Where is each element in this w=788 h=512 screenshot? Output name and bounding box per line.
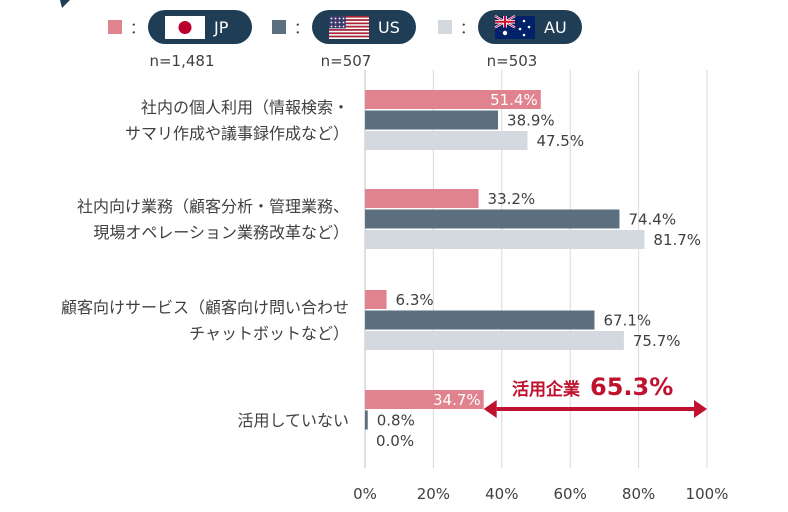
category-label: 顧客向けサービス（顧客向け問い合わせ: [61, 298, 349, 317]
legend-swatch: [108, 20, 122, 34]
category-label: 社内の個人利用（情報検索・: [141, 98, 349, 117]
legend-colon: ：: [460, 19, 475, 37]
data-label: 0.8%: [377, 412, 415, 430]
bars: 51.4% 33.2% 6.3% 34.7% 38.9% 74.4% 67.1% 0.8% 47…: [365, 90, 701, 450]
annotation-arrow-head-right: [694, 400, 707, 418]
data-label: 6.3%: [396, 291, 434, 309]
tick-label: 20%: [417, 485, 450, 503]
australia-flag-icon: [494, 15, 535, 39]
legend-sample-size: n=503: [487, 52, 538, 70]
legend-sample-size: n=507: [321, 52, 372, 70]
data-label: 67.1%: [603, 312, 651, 330]
bar-jp: [365, 189, 479, 208]
tick-label: 60%: [554, 485, 587, 503]
bar-au: [365, 131, 528, 150]
category-label: サマリ作成や議事録作成など）: [125, 124, 349, 143]
legend-swatch: [272, 20, 286, 34]
data-label: 51.4%: [490, 91, 538, 109]
tick-label: 40%: [485, 485, 518, 503]
legend-label: US: [378, 18, 400, 37]
bar-au: [365, 230, 645, 249]
legend-sample-size: n=1,481: [149, 52, 214, 70]
legend-item-jp: ： JP n=1,481: [108, 10, 252, 70]
bar-us: [365, 209, 620, 229]
annotation: 活用企業 65.3%: [483, 373, 707, 418]
legend-item-au: ： AU n=503: [438, 10, 582, 70]
tick-label: 100%: [686, 485, 729, 503]
tick-label: 0%: [353, 485, 377, 503]
bar-us: [365, 110, 499, 130]
x-axis-ticks: 0% 20% 40% 60% 80% 100%: [353, 485, 728, 503]
data-label: 74.4%: [628, 211, 676, 229]
legend-colon: ：: [294, 19, 309, 37]
annotation-arrow-head-left: [483, 400, 497, 418]
data-label: 38.9%: [507, 112, 555, 130]
category-label: 活用していない: [237, 411, 349, 430]
legend-label: JP: [213, 18, 229, 37]
bar-jp: [365, 90, 541, 109]
category-label: 社内向け業務（顧客分析・管理業務、: [77, 197, 349, 216]
data-label: 81.7%: [653, 231, 701, 249]
data-label: 0.0%: [376, 432, 414, 450]
category-labels: 社内の個人利用（情報検索・サマリ作成や議事録作成など） 社内向け業務（顧客分析・管…: [61, 98, 349, 430]
bar-au: [365, 331, 624, 350]
legend-item-us: ： US n=507: [272, 10, 416, 70]
bar-jp: [365, 390, 484, 409]
bar-us: [365, 310, 595, 330]
category-label: チャットボットなど）: [189, 324, 349, 343]
data-label: 47.5%: [536, 132, 584, 150]
japan-flag-icon: [165, 16, 205, 39]
data-label: 75.7%: [633, 332, 681, 350]
data-label: 34.7%: [433, 391, 481, 409]
legend-colon: ：: [130, 19, 145, 37]
category-label: 現場オペレーション業務改革など）: [93, 223, 349, 242]
us-flag-icon: [329, 16, 369, 39]
annotation-label: 活用企業: [512, 379, 580, 400]
annotation-value: 65.3%: [590, 373, 673, 401]
legend-swatch: [438, 20, 452, 34]
bar-jp: [365, 290, 387, 309]
legend: ： JPn=1,481： USn=507： AUn=503: [108, 10, 582, 70]
tick-label: 80%: [622, 485, 655, 503]
legend-label: AU: [544, 18, 567, 37]
bar-us: [365, 410, 368, 430]
data-label: 33.2%: [488, 190, 536, 208]
corner-decoration: [60, 0, 70, 8]
